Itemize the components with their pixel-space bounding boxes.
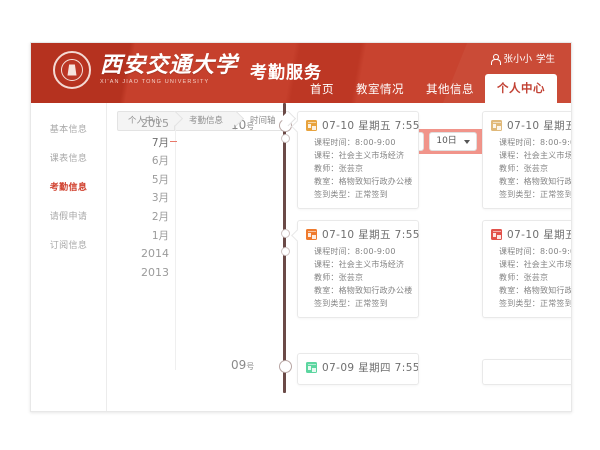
attendance-card-body: 课程时间：8:00-9:00 课程：社会主义市场经济 教师：张芸京 教室：格物致…	[483, 136, 571, 208]
classroom-name: 教室：格物致知行政办公楼	[499, 286, 571, 295]
attendance-card-body: 课程时间：8:00-9:00 课程：社会主义市场经济 教师：张芸京 教室：格物致…	[298, 245, 418, 317]
teacher-name: 教师：张芸京	[314, 164, 364, 173]
attendance-card-body: 课程时间：8:00-9:00 课程：社会主义市场经济 教师：张芸京 教室：格物致…	[298, 136, 418, 208]
day-marker-10-suffix: 号	[246, 122, 255, 131]
attendance-card-header: 07-10 星期五 7:55	[483, 221, 571, 245]
period-jan[interactable]: 1月	[151, 229, 169, 242]
teacher-name: 教师：张芸京	[499, 273, 549, 282]
course-name: 课程：社会主义市场经济	[499, 260, 571, 269]
teacher-name: 教师：张芸京	[499, 164, 549, 173]
day-marker-09-suffix: 号	[246, 362, 255, 371]
period-may[interactable]: 5月	[151, 173, 169, 186]
signin-type: 签到类型：正常签到	[314, 190, 388, 199]
attendance-card-body: 课程时间：8:00-9:00 课程：社会主义市场经济 教师：张芸京 教室：格物致…	[483, 245, 571, 317]
period-2015[interactable]: 2015	[141, 117, 169, 130]
nav-item-personal-center[interactable]: 个人中心	[485, 74, 557, 103]
user-name: 张小小	[503, 54, 532, 65]
day-marker-09: 09号	[231, 358, 254, 372]
course-time: 课程时间：8:00-9:00	[314, 138, 396, 147]
signin-type: 签到类型：正常签到	[499, 190, 571, 199]
attendance-card[interactable]: 07-10 星期五 7:55 课程时间：8:00-9:00 课程：社会主义市场经…	[482, 111, 571, 209]
day-marker-09-number: 09	[231, 358, 247, 372]
period-2014[interactable]: 2014	[141, 247, 169, 261]
timeline: 2015 7月 6月 5月 3月 2月 1月 2014 2013 10号 09号	[107, 103, 571, 411]
user-icon	[491, 53, 502, 65]
attendance-card-title: 07-10 星期五 7:55	[507, 120, 571, 132]
sidebar: 基本信息 课表信息 考勤信息 请假申请 订阅信息	[31, 103, 107, 411]
content-area: 个人中心 考勤信息 时间轴 2015年 07月 10日	[107, 103, 571, 411]
nav-item-classroom[interactable]: 教室情况	[356, 82, 404, 96]
period-nav: 2015 7月 6月 5月 3月 2月 1月 2014 2013	[111, 115, 177, 370]
course-name: 课程：社会主义市场经济	[314, 260, 405, 269]
period-2013[interactable]: 2013	[141, 265, 169, 279]
attendance-card[interactable]: 07-10 星期五 7:55 课程时间：8:00-9:00 课程：社会主义市场经…	[297, 111, 419, 209]
teacher-name: 教师：张芸京	[314, 273, 364, 282]
attendance-card-title: 07-10 星期五 7:55	[507, 229, 571, 241]
attendance-card[interactable]	[482, 359, 571, 385]
university-seal-icon	[53, 51, 91, 89]
period-jul[interactable]: 7月	[111, 134, 177, 153]
breadcrumb-item-personal-center[interactable]: 个人中心	[117, 110, 176, 131]
attendance-card-title: 07-10 星期五 7:55	[322, 120, 420, 132]
attendance-card-header: 07-10 星期五 7:55	[483, 112, 571, 136]
period-feb[interactable]: 2月	[151, 210, 169, 223]
timeline-node[interactable]	[279, 360, 292, 373]
timeline-node[interactable]	[281, 247, 290, 256]
timeline-node[interactable]	[281, 134, 290, 143]
period-mar[interactable]: 3月	[151, 192, 169, 205]
classroom-name: 教室：格物致知行政办公楼	[314, 286, 413, 295]
brand-name-en: XI'AN JIAO TONG UNIVERSITY	[100, 79, 210, 86]
breadcrumb-item-attendance-info[interactable]: 考勤信息	[175, 110, 237, 131]
sidebar-item-attendance-info[interactable]: 考勤信息	[49, 183, 88, 193]
attendance-card-title: 07-10 星期五 7:55	[322, 229, 420, 241]
nav-item-other-info[interactable]: 其他信息	[426, 82, 474, 96]
system-name: 考勤服务	[250, 63, 323, 83]
classroom-name: 教室：格物致知行政办公楼	[499, 177, 571, 186]
calendar-icon	[306, 229, 317, 240]
sidebar-item-schedule-info[interactable]: 课表信息	[49, 154, 88, 164]
attendance-card[interactable]: 07-09 星期四 7:55	[297, 353, 419, 385]
nav-item-home[interactable]: 首页	[310, 82, 334, 96]
user-role: 学生	[535, 54, 555, 65]
attendance-card[interactable]: 07-10 星期五 7:55 课程时间：8:00-9:00 课程：社会主义市场经…	[482, 220, 571, 318]
course-time: 课程时间：8:00-9:00	[314, 247, 396, 256]
period-jun[interactable]: 6月	[151, 155, 169, 168]
signin-type: 签到类型：正常签到	[314, 299, 388, 308]
brand-text: 西安交通大学 XI'AN JIAO TONG UNIVERSITY	[100, 54, 238, 86]
attendance-card-header: 07-09 星期四 7:55	[298, 354, 418, 378]
day-select-value: 10日	[436, 136, 457, 146]
attendance-card-title: 07-09 星期四 7:55	[322, 362, 419, 374]
user-info[interactable]: 张小小 学生	[491, 51, 555, 65]
site-logo[interactable]: 西安交通大学 XI'AN JIAO TONG UNIVERSITY 考勤服务	[53, 51, 322, 89]
sidebar-item-subscription-info[interactable]: 订阅信息	[49, 241, 88, 251]
signin-type: 签到类型：正常签到	[499, 299, 571, 308]
breadcrumb-item-timeline[interactable]: 时间轴	[236, 110, 289, 131]
course-time: 课程时间：8:00-9:00	[499, 247, 571, 256]
calendar-icon	[491, 120, 502, 131]
course-name: 课程：社会主义市场经济	[314, 151, 405, 160]
chevron-down-icon	[463, 139, 470, 144]
attendance-card-header: 07-10 星期五 7:55	[298, 112, 420, 136]
sidebar-item-basic-info[interactable]: 基本信息	[49, 125, 88, 135]
attendance-card-header: 07-10 星期五 7:55	[298, 221, 420, 245]
day-select[interactable]: 10日	[429, 132, 477, 151]
app-window: 西安交通大学 XI'AN JIAO TONG UNIVERSITY 考勤服务 张…	[30, 42, 572, 412]
calendar-icon	[306, 362, 317, 373]
brand-name-cn: 西安交通大学	[100, 52, 239, 79]
classroom-name: 教室：格物致知行政办公楼	[314, 177, 413, 186]
course-time: 课程时间：8:00-9:00	[499, 138, 571, 147]
course-name: 课程：社会主义市场经济	[499, 151, 571, 160]
main-nav: 首页 教室情况 其他信息 个人中心	[299, 74, 557, 103]
calendar-icon	[306, 120, 317, 131]
page-body: 基本信息 课表信息 考勤信息 请假申请 订阅信息 个人中心 考勤信息 时间轴 2…	[31, 103, 571, 411]
site-header: 西安交通大学 XI'AN JIAO TONG UNIVERSITY 考勤服务 张…	[31, 43, 571, 103]
calendar-icon	[491, 229, 502, 240]
breadcrumb: 个人中心 考勤信息 时间轴	[107, 103, 571, 131]
timeline-node[interactable]	[281, 229, 290, 238]
attendance-card[interactable]: 07-10 星期五 7:55 课程时间：8:00-9:00 课程：社会主义市场经…	[297, 220, 419, 318]
sidebar-item-leave-request[interactable]: 请假申请	[49, 212, 88, 222]
